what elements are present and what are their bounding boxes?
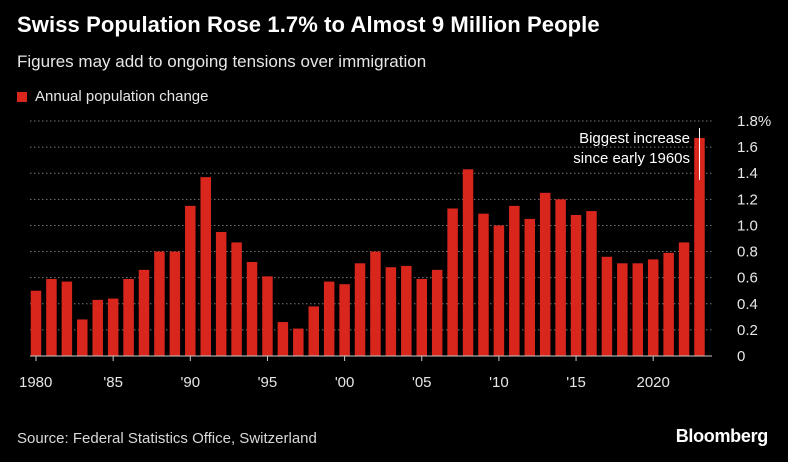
source-note: Source: Federal Statistics Office, Switz…: [17, 430, 317, 447]
bar-1994: [246, 262, 258, 356]
legend-swatch: [17, 91, 27, 102]
bar-2022: [678, 242, 690, 356]
bars: [30, 137, 705, 356]
bar-1999: [323, 281, 335, 356]
bar-2013: [539, 192, 551, 356]
bar-1991: [200, 177, 211, 356]
bar-1984: [92, 299, 103, 356]
bar-1982: [61, 281, 73, 356]
bar-1996: [277, 322, 289, 356]
y-tick-label: 1.0: [737, 217, 758, 234]
bar-2021: [663, 252, 674, 356]
y-tick-label: 0.2: [737, 322, 758, 339]
y-tick-label: 0: [737, 348, 745, 365]
bar-1980: [30, 290, 42, 356]
bar-2016: [586, 211, 597, 356]
bar-1998: [308, 306, 319, 356]
bar-1995: [262, 276, 273, 356]
y-tick-label: 0.6: [737, 270, 758, 287]
x-tick-label: 2020: [637, 374, 670, 391]
bar-2005: [416, 278, 427, 356]
y-tick-label: 1.2: [737, 191, 758, 208]
annotation: Biggest increase since early 1960s: [573, 128, 700, 180]
bar-1997: [293, 328, 304, 356]
axes: 0 0.2 0.4 0.6 0.8 1.0 1.2 1.4 1.6 1.8% 1980 '85 '90 '…: [19, 113, 771, 391]
x-tick-label: 1980: [19, 374, 52, 391]
bar-1992: [215, 231, 227, 356]
y-tick-label: 0.8: [737, 244, 758, 261]
bar-2020: [647, 259, 659, 356]
annotation-text: since early 1960s: [573, 150, 690, 167]
bar-2008: [462, 169, 474, 356]
bar-2023: [694, 137, 705, 356]
bar-2006: [431, 269, 443, 356]
bar-2000: [339, 284, 350, 356]
bar-2018: [617, 263, 628, 356]
bar-2011: [509, 205, 520, 356]
chart-subtitle: Figures may add to ongoing tensions over…: [17, 52, 427, 71]
legend: Annual population change: [17, 88, 208, 105]
bar-2019: [632, 263, 644, 356]
bar-1986: [123, 278, 134, 356]
x-tick-label: '85: [103, 374, 123, 391]
y-tick-label: 1.4: [737, 165, 758, 182]
bar-1987: [138, 269, 150, 356]
bar-2015: [570, 215, 582, 356]
x-tick-label: '00: [335, 374, 355, 391]
y-tick-label: 0.4: [737, 296, 758, 313]
bar-1989: [169, 251, 181, 356]
bar-2012: [524, 218, 536, 356]
bar-1985: [107, 298, 119, 356]
bar-1988: [154, 251, 165, 356]
y-tick-label: 1.8%: [737, 113, 771, 130]
bar-2010: [493, 225, 505, 356]
bar-1983: [77, 319, 88, 356]
bar-2017: [601, 256, 613, 356]
bar-2014: [555, 199, 566, 356]
legend-label: Annual population change: [35, 88, 209, 105]
x-tick-label: '10: [489, 374, 509, 391]
x-tick-label: '95: [258, 374, 278, 391]
bloomberg-logo: Bloomberg: [675, 426, 769, 446]
y-tick-label: 1.6: [737, 139, 758, 156]
bar-2003: [385, 267, 397, 356]
bar-1990: [185, 205, 196, 356]
bar-1993: [231, 242, 242, 356]
bar-2001: [354, 263, 366, 356]
x-tick-label: '15: [566, 374, 586, 391]
bar-2002: [370, 251, 381, 356]
x-tick-label: '05: [412, 374, 432, 391]
chart-title: Swiss Population Rose 1.7% to Almost 9 M…: [17, 12, 600, 37]
bar-2007: [447, 208, 458, 356]
x-tick-label: '90: [181, 374, 201, 391]
bar-2004: [401, 265, 412, 356]
bar-2009: [478, 213, 489, 356]
bar-1981: [46, 278, 57, 356]
annotation-text: Biggest increase: [579, 130, 690, 147]
